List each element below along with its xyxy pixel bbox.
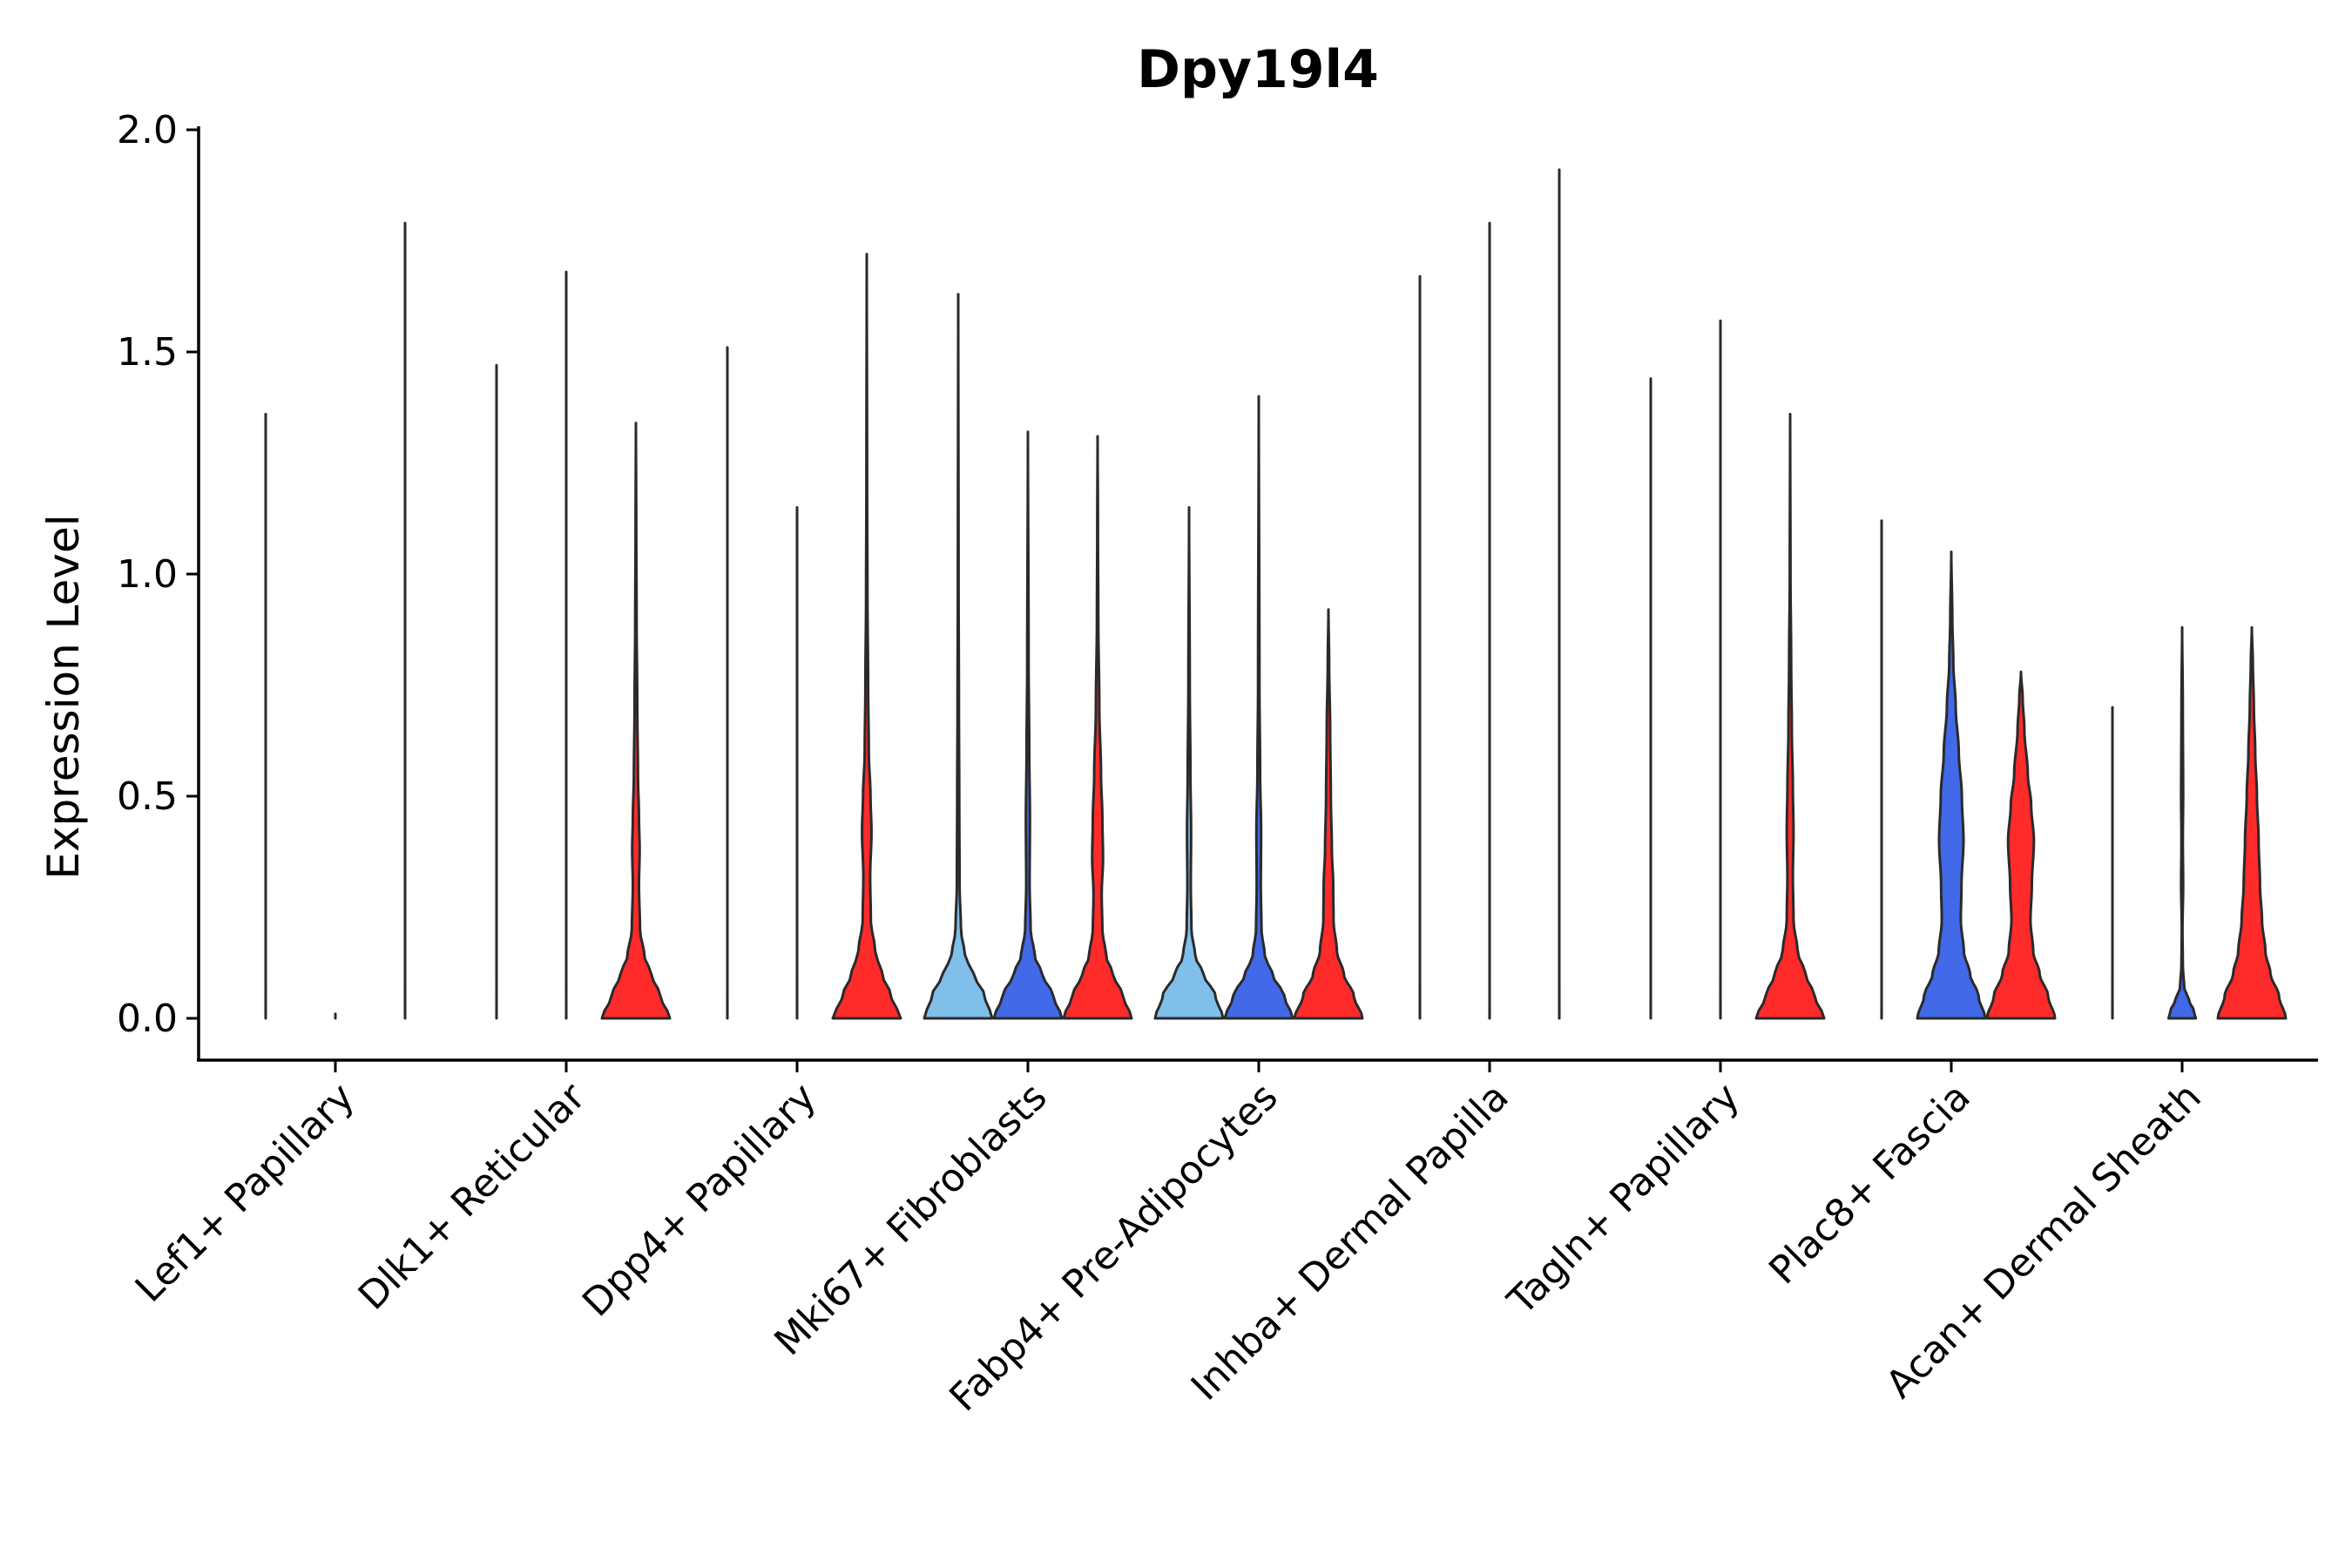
violin-blue [1916, 551, 1987, 1020]
x-tick-label: Plac8+ Fascia [1761, 1075, 1979, 1294]
y-tick-label: 2.0 [117, 108, 178, 152]
violin-red [1062, 435, 1133, 1020]
y-tick-label: 1.5 [117, 330, 178, 375]
y-tick-label: 0.5 [117, 774, 178, 819]
violin-red [1985, 670, 2057, 1020]
y-tick-label: 1.0 [117, 552, 178, 597]
y-ticks: 0.0 0.5 1.0 1.5 2.0 [117, 108, 199, 1041]
x-tick-label: Tagln+ Papillary [1499, 1075, 1748, 1324]
x-tick-label: Dlk1+ Reticular [350, 1074, 595, 1319]
violin-red [1754, 412, 1826, 1020]
violin-blue [1223, 395, 1294, 1020]
violin-red [600, 422, 672, 1020]
violin-red [2216, 625, 2288, 1020]
violin-blue [2166, 625, 2198, 1020]
violin-blue [992, 430, 1064, 1020]
violins-layer [264, 168, 2288, 1020]
chart-title: Dpy19l4 [1137, 39, 1379, 100]
violin-red [1293, 608, 1364, 1020]
violin-light_blue [923, 293, 994, 1020]
violin-red [831, 253, 902, 1020]
x-tick-label: Lef1+ Papillary [127, 1075, 363, 1311]
y-tick-label: 0.0 [117, 997, 178, 1041]
x-tick-label: Dpp4+ Papillary [574, 1075, 825, 1326]
violin-light_blue [1153, 506, 1225, 1020]
y-axis-title: Expression Level [38, 514, 89, 879]
